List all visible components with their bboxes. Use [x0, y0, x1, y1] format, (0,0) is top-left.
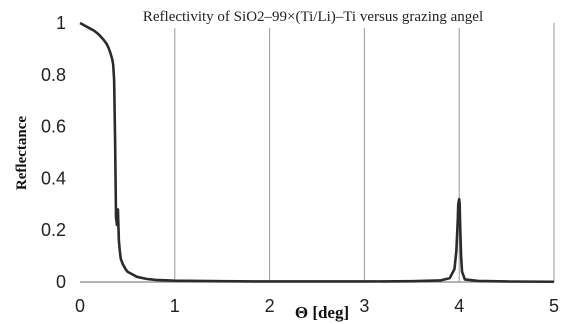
y-axis-title: Reflectance — [14, 116, 30, 190]
grid-lines — [174, 23, 555, 282]
x-axis-title: Θ [deg] — [295, 303, 349, 322]
y-tick-label-4: 0.8 — [41, 65, 66, 85]
x-tick-label-4: 4 — [454, 296, 464, 316]
y-tick-labels: 0 0.2 0.4 0.6 0.8 1 — [41, 13, 66, 292]
x-tick-label-5: 5 — [549, 296, 559, 316]
x-tick-label-3: 3 — [359, 296, 369, 316]
reflectance-series-line — [79, 21, 555, 284]
chart-title: Reflectivity of SiO2–99×(Ti/Li)–Ti versu… — [143, 9, 483, 25]
y-tick-label-1: 0.2 — [41, 220, 66, 240]
y-tick-label-3: 0.6 — [41, 117, 66, 137]
title-background — [148, 4, 478, 28]
x-tick-label-1: 1 — [170, 296, 180, 316]
y-tick-label-0: 0 — [56, 272, 66, 292]
x-tick-label-2: 2 — [265, 296, 275, 316]
y-tick-label-2: 0.4 — [41, 168, 66, 188]
y-tick-label-5: 1 — [56, 13, 66, 33]
x-tick-label-0: 0 — [75, 296, 85, 316]
x-tick-labels: 0 1 2 3 4 5 — [75, 296, 559, 316]
